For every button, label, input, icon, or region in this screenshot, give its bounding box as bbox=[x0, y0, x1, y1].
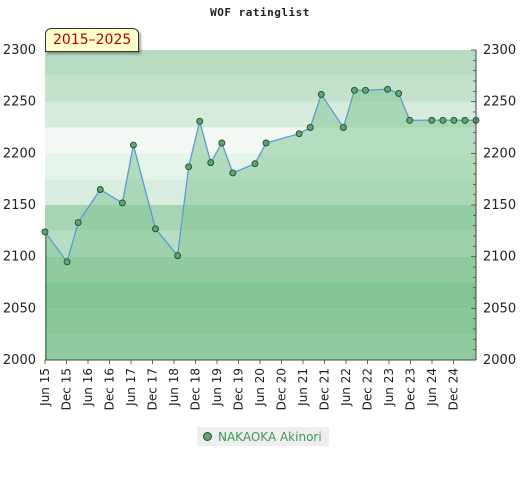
y-tick-label-left: 2000 bbox=[3, 353, 36, 368]
points-layer bbox=[41, 85, 480, 266]
data-point bbox=[41, 228, 49, 236]
data-point bbox=[262, 139, 270, 147]
data-point bbox=[129, 141, 137, 149]
legend-marker-icon bbox=[203, 432, 212, 441]
series-area bbox=[45, 89, 476, 361]
y-tick-label-right: 2200 bbox=[483, 146, 516, 161]
y-tick-label-right: 2000 bbox=[483, 353, 516, 368]
x-tick-label: Jun 20 bbox=[253, 368, 267, 407]
axes-layer: 2000 2000 2050 2050 2100 2100 2150 2150 2200 2200… bbox=[3, 43, 516, 410]
data-point bbox=[395, 89, 403, 97]
data-point bbox=[63, 258, 71, 266]
y-tick-label-left: 2250 bbox=[3, 95, 36, 110]
x-tick-label: Jun 15 bbox=[38, 368, 52, 407]
x-tick-label: Jun 16 bbox=[81, 368, 95, 407]
legend-label: NAKAOKA Akinori bbox=[218, 429, 322, 444]
y-tick-label-right: 2100 bbox=[483, 250, 516, 265]
data-point bbox=[339, 124, 347, 131]
background-band bbox=[45, 75, 476, 102]
y-tick-label-right: 2150 bbox=[483, 198, 516, 213]
data-point bbox=[152, 225, 159, 233]
data-point bbox=[196, 117, 204, 125]
data-point bbox=[384, 85, 392, 93]
x-tick-label: Jun 24 bbox=[425, 368, 439, 407]
x-tick-label: Dec 18 bbox=[189, 368, 203, 410]
data-point bbox=[350, 86, 358, 94]
data-point bbox=[317, 90, 325, 98]
x-tick-label: Dec 16 bbox=[103, 368, 117, 410]
data-point bbox=[406, 116, 414, 124]
y-tick-label-right: 2300 bbox=[483, 43, 516, 58]
x-tick-label: Jun 18 bbox=[167, 368, 181, 407]
data-point bbox=[450, 116, 458, 124]
x-tick-label: Jun 17 bbox=[124, 368, 138, 407]
legend: NAKAOKA Akinori bbox=[197, 427, 329, 446]
data-point bbox=[229, 169, 237, 177]
background-band bbox=[45, 50, 476, 76]
data-point bbox=[218, 139, 226, 147]
y-tick-label-left: 2300 bbox=[3, 43, 36, 58]
y-tick-label-left: 2050 bbox=[3, 301, 36, 316]
y-tick-label-left: 2200 bbox=[3, 146, 36, 161]
x-tick-label: Dec 21 bbox=[318, 368, 332, 410]
x-tick-label: Dec 17 bbox=[146, 368, 160, 410]
y-tick-label-right: 2050 bbox=[483, 301, 516, 316]
data-point bbox=[306, 124, 314, 131]
year-range-badge: 2015–2025 bbox=[45, 28, 140, 52]
y-tick-label-left: 2150 bbox=[3, 198, 36, 213]
data-point bbox=[207, 159, 215, 167]
x-tick-label: Jun 21 bbox=[296, 368, 310, 407]
x-tick-label: Dec 20 bbox=[275, 368, 289, 410]
x-tick-label: Dec 19 bbox=[232, 368, 246, 410]
x-tick-label: Dec 23 bbox=[404, 368, 418, 410]
y-tick-label-right: 2250 bbox=[483, 95, 516, 110]
data-point bbox=[439, 116, 447, 124]
data-point bbox=[118, 199, 126, 207]
data-point bbox=[174, 252, 182, 260]
x-tick-label: Dec 24 bbox=[447, 368, 461, 410]
data-point bbox=[251, 160, 259, 168]
data-point bbox=[74, 219, 82, 227]
data-point bbox=[295, 130, 303, 138]
x-tick-label: Jun 19 bbox=[210, 368, 224, 407]
data-point bbox=[461, 116, 469, 124]
data-point bbox=[362, 86, 369, 94]
x-tick-label: Jun 22 bbox=[339, 368, 353, 407]
x-tick-label: Dec 15 bbox=[60, 368, 74, 410]
x-tick-label: Dec 22 bbox=[361, 368, 375, 410]
x-tick-label: Jun 23 bbox=[382, 368, 396, 407]
data-point bbox=[185, 163, 193, 171]
y-tick-label-left: 2100 bbox=[3, 250, 36, 265]
chart-title: WOF ratinglist bbox=[210, 6, 310, 19]
area-layer bbox=[45, 89, 476, 361]
data-point bbox=[428, 116, 436, 124]
data-point bbox=[96, 186, 104, 193]
